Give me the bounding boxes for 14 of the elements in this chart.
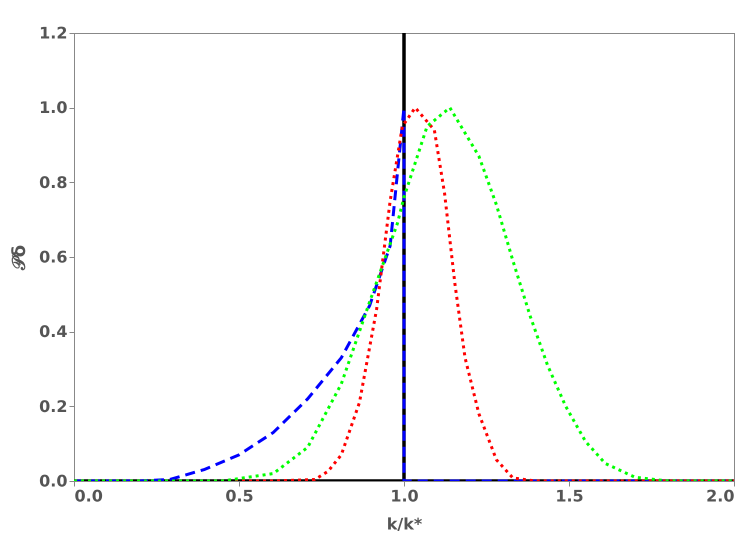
y-tick-label: 0.0 [39,472,68,490]
y-tick-label: 0.8 [39,172,68,192]
x-tick-label: 2.0 [706,486,734,506]
y-axis-title: 𝒫δ [9,244,30,272]
y-tick-label: 0.4 [39,322,68,342]
x-tick-label: 0.5 [225,486,254,506]
y-tick-label: 1.0 [39,98,68,118]
y-tick-label: 0.6 [39,248,68,266]
x-tick-label: 0.0 [74,486,103,506]
y-tick-label: 0.2 [39,396,68,416]
x-tick-label: 1.0 [390,486,419,506]
y-tick-label: 1.2 [39,24,68,42]
x-tick-label: 1.5 [555,486,584,506]
x-axis-title: k/k* [386,514,423,534]
